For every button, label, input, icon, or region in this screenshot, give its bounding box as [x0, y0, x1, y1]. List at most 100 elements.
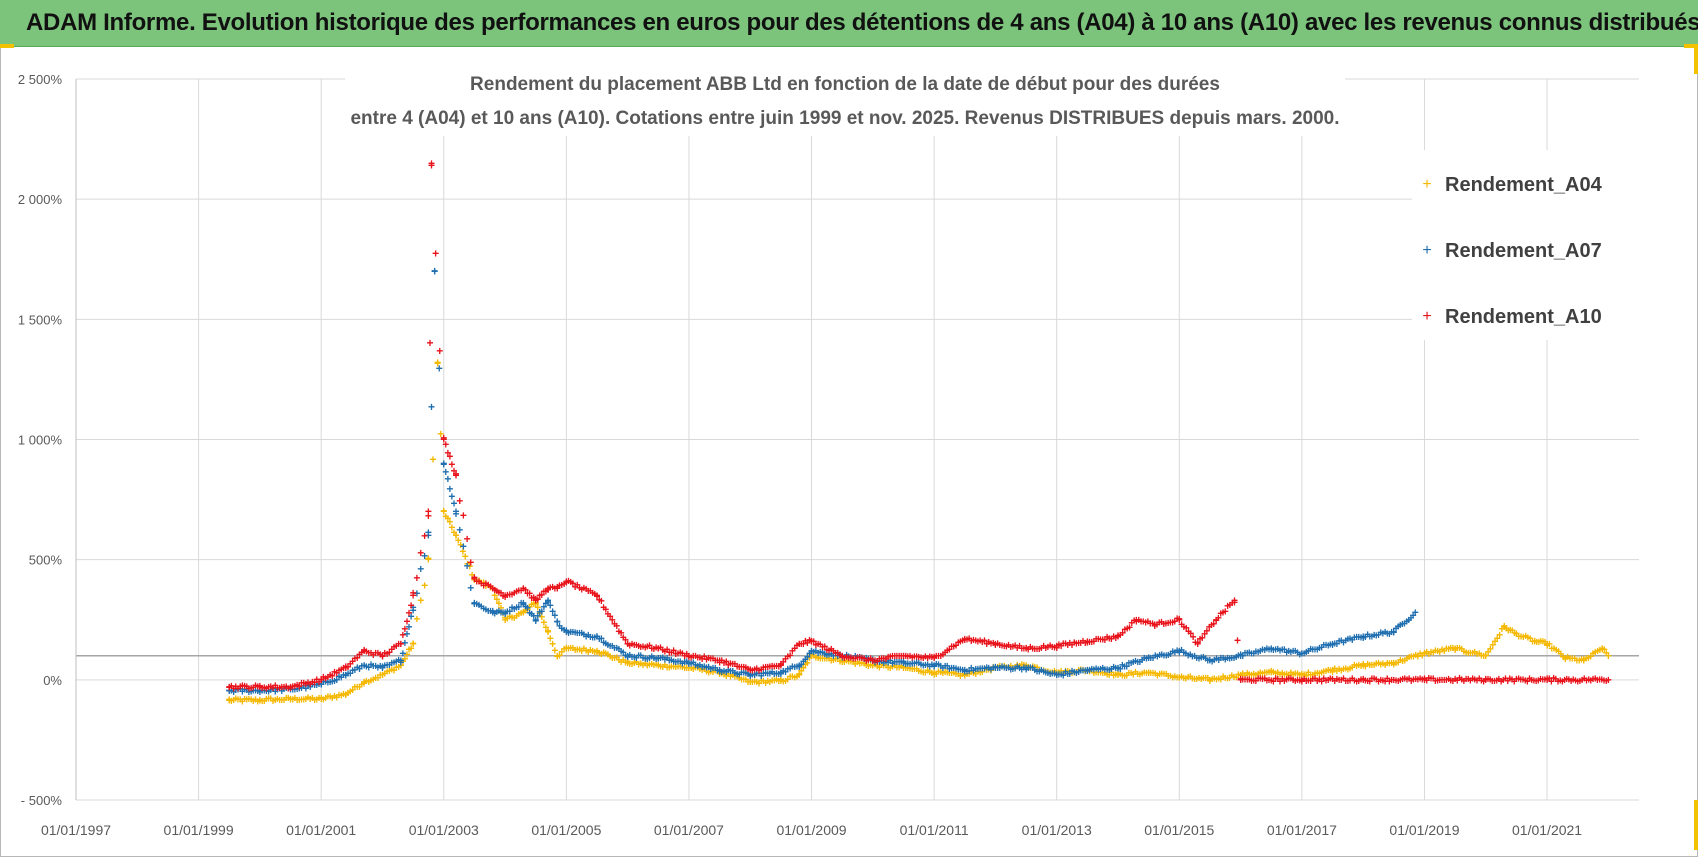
- data-point: +: [370, 659, 377, 673]
- data-point: +: [1270, 674, 1277, 688]
- data-point: +: [796, 668, 803, 682]
- data-point: +: [1152, 649, 1159, 663]
- data-point: +: [1206, 620, 1213, 634]
- data-point: +: [983, 637, 990, 651]
- data-point: +: [551, 609, 558, 623]
- data-point: +: [1229, 596, 1236, 610]
- data-point: +: [1443, 642, 1450, 656]
- data-point: +: [1156, 648, 1163, 662]
- data-point: +: [1501, 619, 1508, 633]
- data-point: +: [887, 654, 894, 668]
- data-point: +: [1331, 637, 1338, 651]
- data-point: +: [869, 654, 876, 668]
- data-point: +: [429, 453, 436, 467]
- data-point: +: [1213, 613, 1220, 627]
- data-point: +: [487, 604, 494, 618]
- data-point: +: [1124, 622, 1131, 636]
- data-point: +: [817, 645, 824, 659]
- data-point: +: [867, 658, 874, 672]
- data-point: +: [1239, 667, 1246, 681]
- data-point: +: [1162, 617, 1169, 631]
- data-point: +: [1137, 615, 1144, 629]
- data-point: +: [769, 673, 776, 687]
- data-point: +: [639, 651, 646, 665]
- data-point: +: [747, 662, 754, 676]
- data-point: +: [1371, 628, 1378, 642]
- data-point: +: [1504, 674, 1511, 688]
- data-point: +: [1211, 653, 1218, 667]
- data-point: +: [1390, 656, 1397, 670]
- data-point: +: [354, 651, 361, 665]
- data-point: +: [966, 664, 973, 678]
- data-point: +: [239, 685, 246, 699]
- data-point: +: [1344, 632, 1351, 646]
- data-point: +: [493, 584, 500, 598]
- data-point: +: [650, 658, 657, 672]
- data-point: +: [865, 659, 872, 673]
- legend-marker-a07: +: [1422, 242, 1431, 259]
- data-point: +: [1489, 674, 1496, 688]
- data-point: +: [712, 664, 719, 678]
- data-point: +: [911, 662, 918, 676]
- data-point: +: [1390, 673, 1397, 687]
- data-point: +: [1272, 667, 1279, 681]
- data-point: +: [354, 661, 361, 675]
- data-point: +: [361, 659, 368, 673]
- data-point: +: [972, 662, 979, 676]
- data-point: +: [540, 585, 547, 599]
- data-point: +: [1237, 669, 1244, 683]
- data-point: +: [830, 649, 837, 663]
- data-point: +: [322, 671, 329, 685]
- data-point: +: [502, 590, 509, 604]
- data-point: +: [994, 637, 1001, 651]
- data-point: +: [1364, 674, 1371, 688]
- data-point: +: [998, 659, 1005, 673]
- x-tick-label: 01/01/2013: [1022, 822, 1092, 838]
- data-point: +: [1272, 643, 1279, 657]
- x-tick-label: 01/01/2017: [1267, 822, 1337, 838]
- data-point: +: [915, 650, 922, 664]
- data-point: +: [1174, 643, 1181, 657]
- data-point: +: [421, 549, 428, 563]
- data-point: +: [841, 655, 848, 669]
- data-point: +: [1206, 653, 1213, 667]
- data-point: +: [1578, 653, 1585, 667]
- data-point: +: [267, 680, 274, 694]
- data-point: +: [699, 663, 706, 677]
- data-point: +: [596, 632, 603, 646]
- data-point: +: [1099, 666, 1106, 680]
- data-point: +: [313, 678, 320, 692]
- data-point: +: [1237, 647, 1244, 661]
- data-point: +: [1375, 675, 1382, 689]
- data-point: +: [495, 604, 502, 618]
- data-point: +: [296, 679, 303, 693]
- data-point: +: [1086, 635, 1093, 649]
- data-point: +: [1125, 656, 1132, 670]
- data-point: +: [664, 661, 671, 675]
- y-tick-label: 1 500%: [18, 312, 63, 327]
- data-point: +: [977, 666, 984, 680]
- data-point: +: [677, 645, 684, 659]
- data-point: +: [1086, 663, 1093, 677]
- data-point: +: [1327, 638, 1334, 652]
- data-point: +: [648, 649, 655, 663]
- data-point: +: [1382, 658, 1389, 672]
- data-point: +: [915, 656, 922, 670]
- data-point: +: [952, 667, 959, 681]
- data-point: +: [913, 656, 920, 670]
- data-point: +: [489, 604, 496, 618]
- data-point: +: [1320, 672, 1327, 686]
- data-point: +: [1023, 642, 1030, 656]
- data-point: +: [755, 664, 762, 678]
- data-point: +: [403, 614, 410, 628]
- data-point: +: [747, 669, 754, 683]
- data-point: +: [1456, 671, 1463, 685]
- data-point: +: [880, 658, 887, 672]
- data-point: +: [902, 657, 909, 671]
- data-point: +: [1460, 674, 1467, 688]
- data-point: +: [655, 658, 662, 672]
- data-point: +: [440, 458, 447, 472]
- data-point: +: [1562, 652, 1569, 666]
- data-point: +: [707, 665, 714, 679]
- data-point: +: [832, 646, 839, 660]
